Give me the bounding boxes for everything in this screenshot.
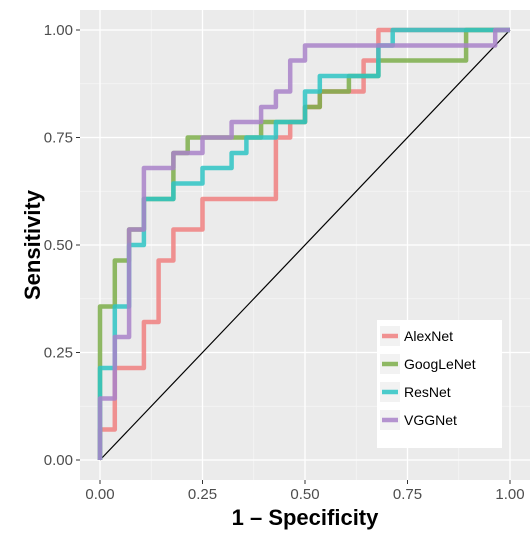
legend-label-resnet: ResNet — [404, 384, 451, 400]
x-tick-label: 0.25 — [188, 486, 217, 503]
reference-line-layer — [99, 29, 511, 461]
y-tick-label: 0.00 — [44, 452, 73, 469]
roc-line-vggnet — [97, 27, 510, 460]
x-axis-ticks: 0.00 0.25 0.50 0.75 1.00 — [85, 480, 525, 503]
x-tick-label: 0.75 — [393, 486, 422, 503]
roc-line-alexnet — [97, 27, 510, 460]
y-tick-label: 0.25 — [44, 345, 73, 362]
legend: AlexNet GoogLeNet ResNet VGGNet — [377, 320, 502, 448]
y-axis-title: Sensitivity — [20, 189, 45, 300]
x-tick-label: 0.50 — [290, 486, 319, 503]
legend-label-vggnet: VGGNet — [404, 412, 457, 428]
y-tick-label: 0.75 — [44, 130, 73, 147]
roc-curves — [97, 27, 510, 460]
legend-label-alexnet: AlexNet — [404, 328, 453, 344]
y-tick-label: 0.50 — [44, 237, 73, 254]
y-tick-label: 1.00 — [44, 22, 73, 39]
x-tick-label: 1.00 — [495, 486, 524, 503]
x-axis-title: 1 – Specificity — [232, 505, 380, 530]
reference-diagonal-line — [99, 29, 511, 461]
y-axis-ticks: 0.00 0.25 0.50 0.75 1.00 — [44, 22, 80, 469]
legend-label-googlenet: GoogLeNet — [404, 356, 476, 372]
x-tick-label: 0.00 — [85, 486, 114, 503]
